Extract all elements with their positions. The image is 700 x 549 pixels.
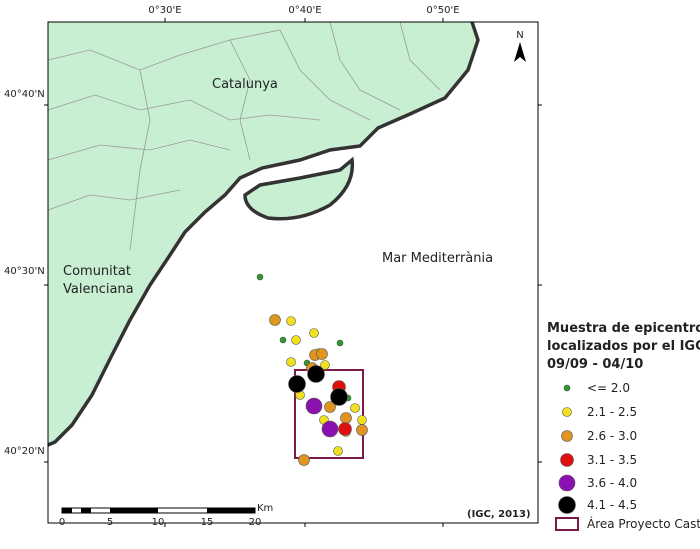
legend-label: 2.1 - 2.5 <box>587 405 637 419</box>
legend-label: 2.6 - 3.0 <box>587 429 637 443</box>
place-label: Valenciana <box>63 282 134 297</box>
scale-label: 5 <box>107 517 113 528</box>
legend-area-symbol <box>555 517 579 531</box>
castor-area <box>294 369 364 459</box>
place-label: Comunitat <box>63 264 131 279</box>
lon-label: 0°30'E <box>148 5 181 16</box>
legend-title: localizados por el IGC <box>547 339 700 354</box>
source: (IGC, 2013) <box>467 509 531 520</box>
north-arrow <box>514 42 526 62</box>
epicenters <box>256 273 368 466</box>
legend-symbols <box>558 384 576 514</box>
scale-label: 20 <box>249 517 262 528</box>
scale-label: 10 <box>152 517 165 528</box>
place-label: Mar Mediterrània <box>382 251 493 266</box>
scale-unit: Km <box>257 503 273 514</box>
legend-label: 3.6 - 4.0 <box>587 476 637 490</box>
legend-label: Área Proyecto Castor <box>587 516 700 531</box>
scale-label: 0 <box>59 517 65 528</box>
delta <box>243 156 355 221</box>
lon-label: 0°40'E <box>288 5 321 16</box>
legend-title: Muestra de epicentros <box>547 321 700 336</box>
scale-bar <box>61 507 256 514</box>
north-label: N <box>516 30 523 41</box>
legend-label: <= 2.0 <box>587 381 630 395</box>
legend-label: 4.1 - 4.5 <box>587 498 637 512</box>
frame-ticks <box>44 18 542 527</box>
borders <box>47 21 441 251</box>
lon-label: 0°50'E <box>426 5 459 16</box>
map-frame <box>47 21 539 524</box>
legend-title: 09/09 - 04/10 <box>547 357 643 372</box>
legend-label: 3.1 - 3.5 <box>587 453 637 467</box>
coastline <box>47 21 480 447</box>
lat-label: 40°40'N <box>4 89 45 100</box>
scale-label: 15 <box>201 517 214 528</box>
lat-label: 40°20'N <box>4 446 45 457</box>
land <box>48 22 478 445</box>
place-label: Catalunya <box>212 77 278 92</box>
lat-label: 40°30'N <box>4 266 45 277</box>
